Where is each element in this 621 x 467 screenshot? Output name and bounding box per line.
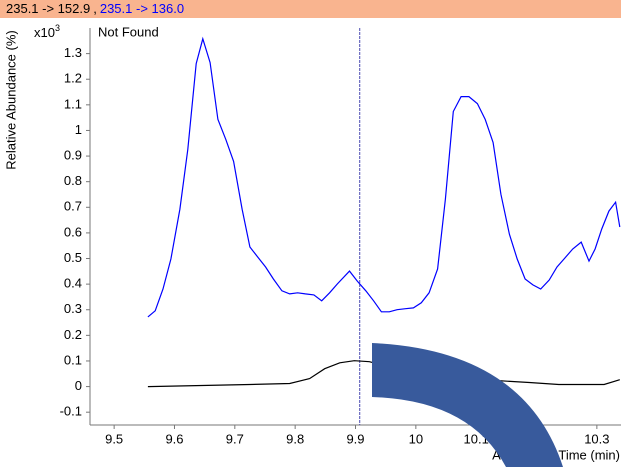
series-name: 235.1 -> 136.0 bbox=[100, 1, 184, 16]
watermark-arc bbox=[372, 343, 563, 467]
annotation: Not Found bbox=[98, 24, 159, 39]
y-tick-label: 0.5 bbox=[64, 250, 82, 265]
y-tick-label: 0.3 bbox=[64, 301, 82, 316]
y-tick-label: 0.2 bbox=[64, 327, 82, 342]
series-line bbox=[147, 36, 621, 318]
y-scale-label: x10 bbox=[34, 25, 55, 40]
y-tick-label: 0.9 bbox=[64, 148, 82, 163]
y-tick-label: 0.1 bbox=[64, 352, 82, 367]
plot-area: -0.1 0 0.1 0.2 0.3 0.4 0.5 0.6 0.7 0.8 0.9 1 1.1 1.2 1… bbox=[60, 28, 621, 446]
y-tick-label: 1 bbox=[75, 122, 82, 137]
y-scale: x103 bbox=[34, 23, 60, 40]
y-axis-label: Relative Abundance (%) bbox=[3, 30, 18, 169]
y-scale-exponent: 3 bbox=[55, 23, 60, 33]
y-tick-label: 0.8 bbox=[64, 173, 82, 188]
x-tick-label: 9.8 bbox=[286, 431, 304, 446]
x-tick-label: 10.3 bbox=[584, 431, 609, 446]
x-tick-label: 9.5 bbox=[105, 431, 123, 446]
y-tick-label: 1.2 bbox=[64, 71, 82, 86]
y-tick-label: 0.4 bbox=[64, 276, 82, 291]
y-tick-label: -0.1 bbox=[60, 404, 82, 419]
header-text: 235.1 -> 152.9, 235.1 -> 136.0 bbox=[6, 1, 184, 16]
x-tick-label: 9.9 bbox=[346, 431, 364, 446]
y-tick-label: 1.1 bbox=[64, 96, 82, 111]
y-tick-label: 1.3 bbox=[64, 45, 82, 60]
series-name: 235.1 -> 152.9 bbox=[6, 1, 90, 16]
y-tick-label: 0 bbox=[75, 378, 82, 393]
header-bar bbox=[0, 0, 621, 18]
y-tick-label: 0.7 bbox=[64, 199, 82, 214]
x-tick-label: 10 bbox=[409, 431, 423, 446]
x-tick-label: 9.7 bbox=[226, 431, 244, 446]
y-tick-label: 0.6 bbox=[64, 224, 82, 239]
separator: , bbox=[93, 1, 97, 16]
x-tick-label: 9.6 bbox=[165, 431, 183, 446]
